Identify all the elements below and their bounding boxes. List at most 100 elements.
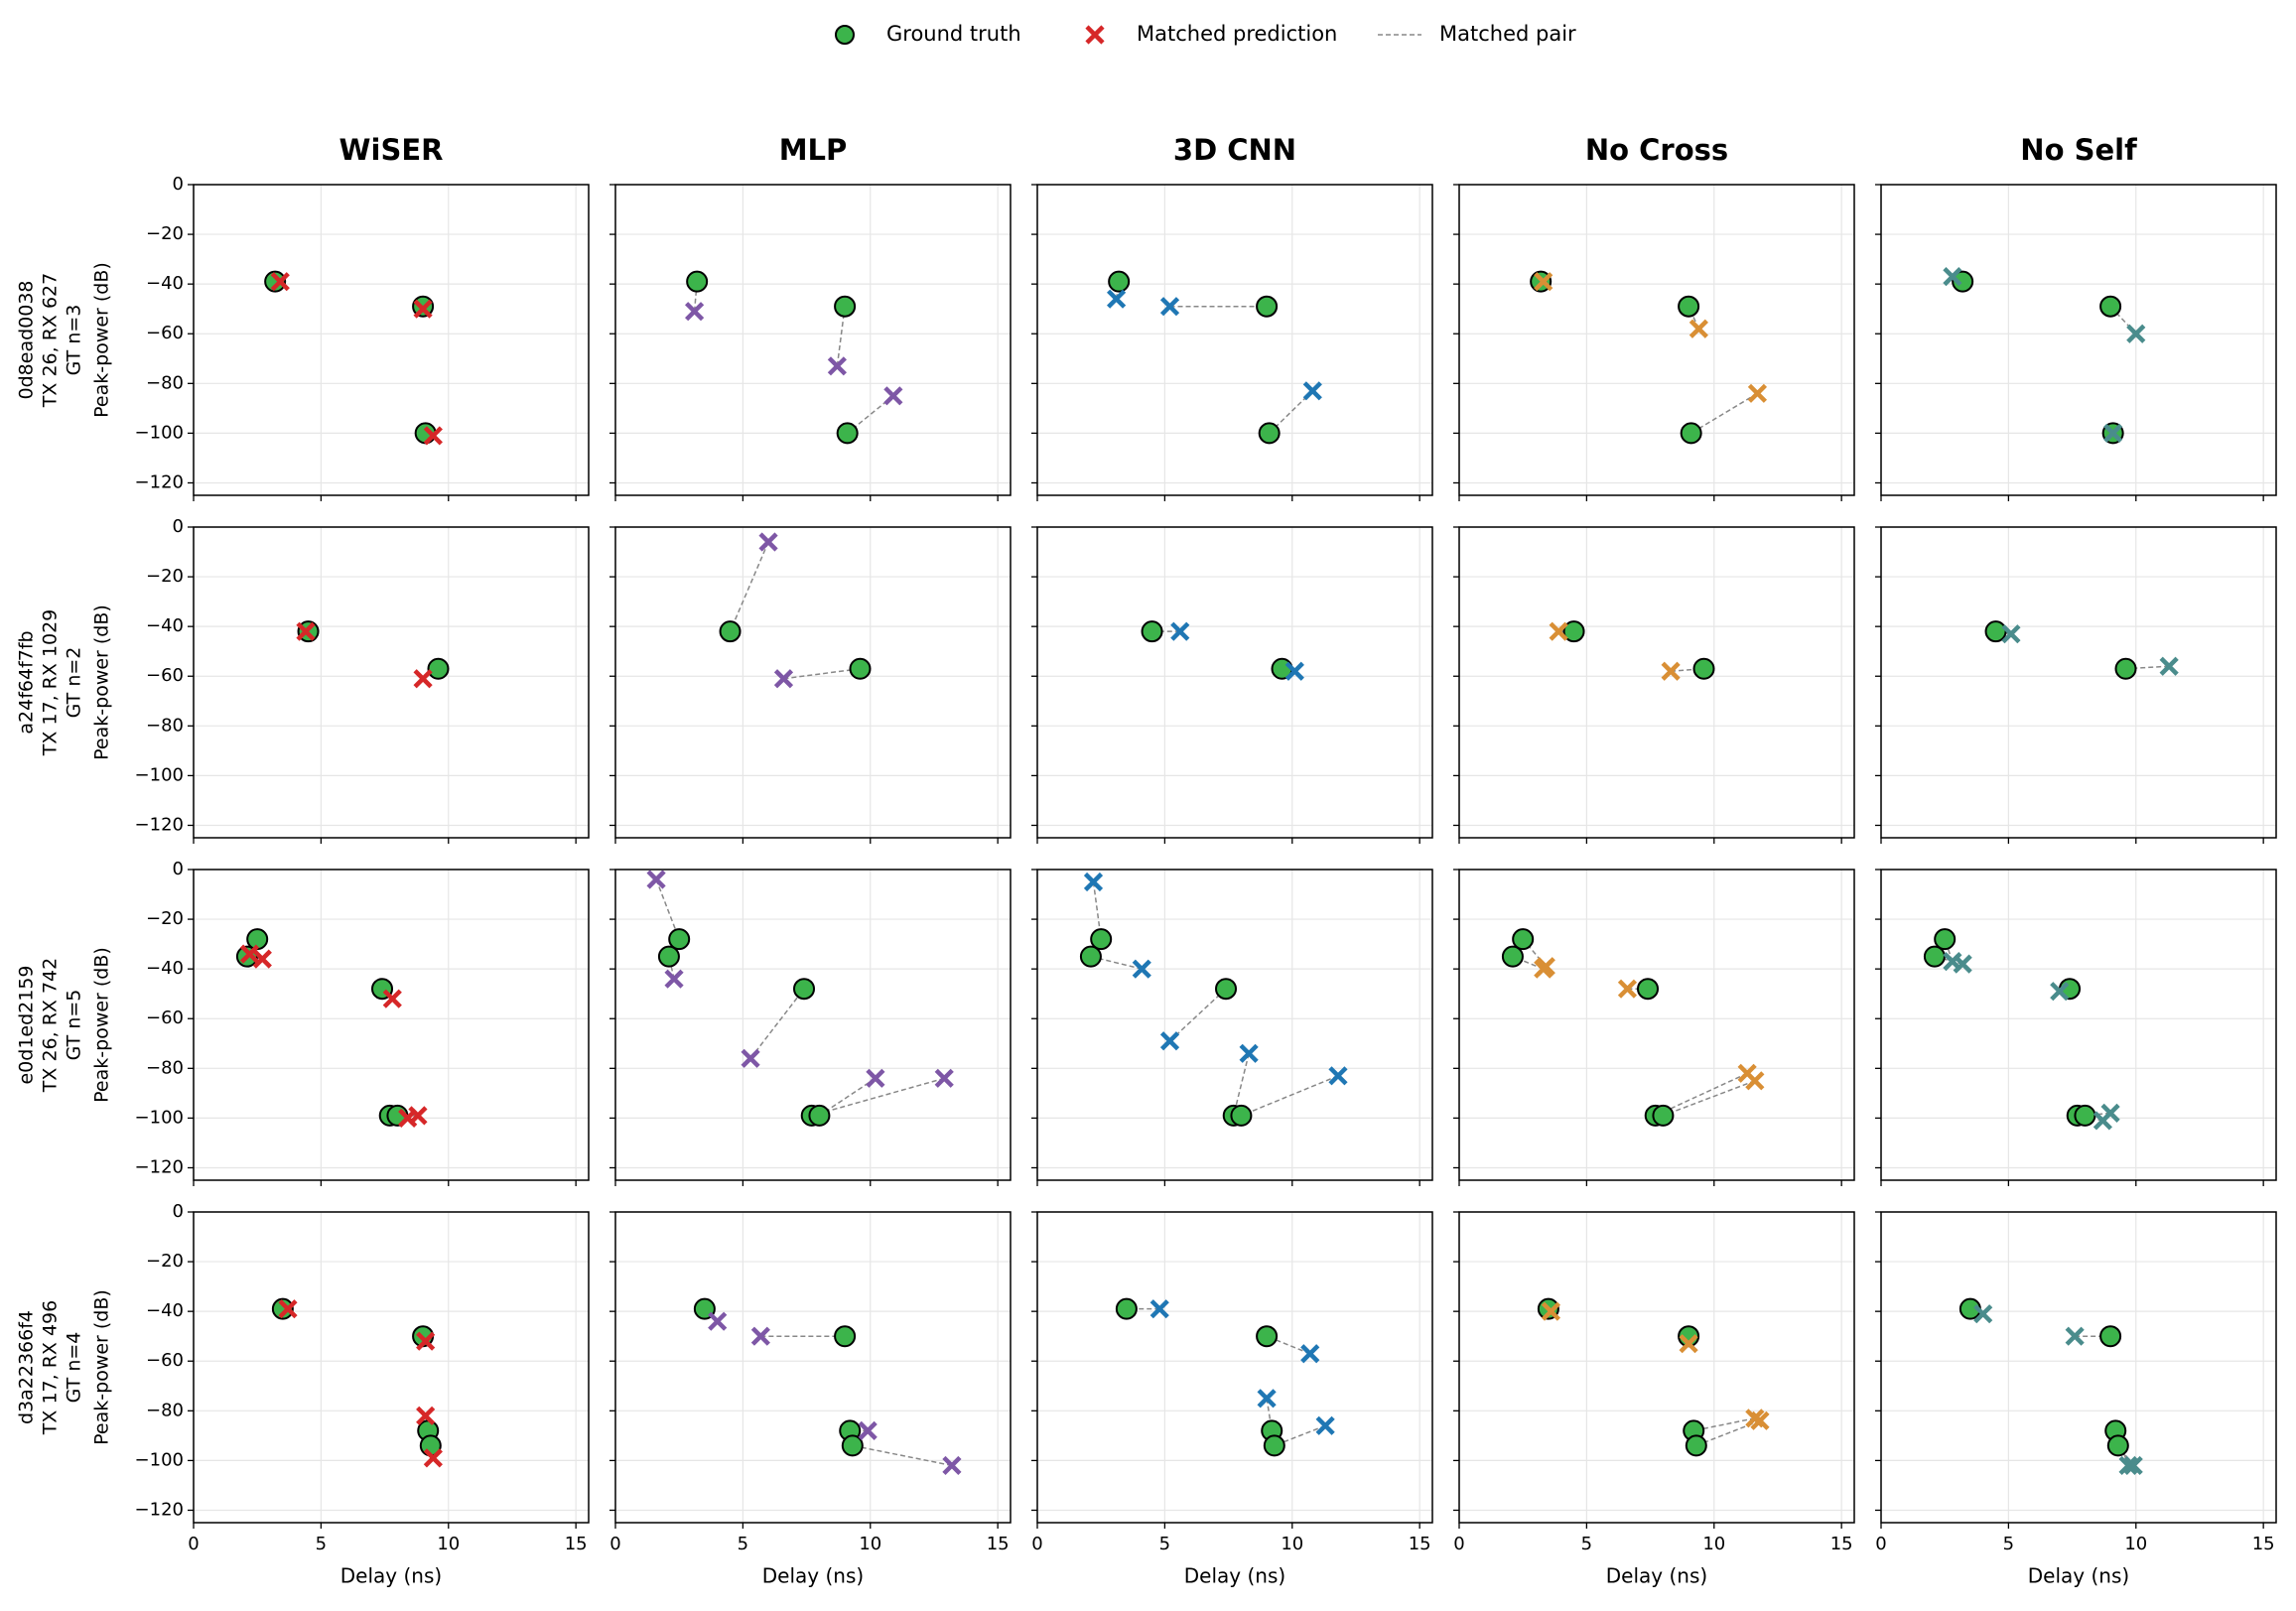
row-label: TX 26, RX 627 bbox=[40, 273, 62, 408]
column-title: 3D CNN bbox=[1173, 133, 1296, 167]
column-title: No Cross bbox=[1585, 133, 1728, 167]
x-tick-label: 5 bbox=[316, 1534, 327, 1554]
prediction-point bbox=[2123, 1455, 2143, 1476]
prediction-point bbox=[296, 621, 316, 641]
row-label: GT n=3 bbox=[64, 305, 85, 376]
prediction-point bbox=[2126, 324, 2146, 343]
ground-truth-point bbox=[793, 978, 816, 1001]
prediction-point bbox=[646, 870, 666, 889]
ground-truth-point bbox=[264, 270, 287, 293]
ground-truth-point bbox=[1230, 1104, 1253, 1127]
column-title: MLP bbox=[779, 133, 848, 167]
ground-truth-point bbox=[2106, 1434, 2129, 1457]
row-label: a24f64f7fb bbox=[16, 630, 38, 734]
y-axis-label: Peak-power (dB) bbox=[91, 604, 113, 760]
matched-pair bbox=[1522, 938, 1547, 968]
ground-truth-point bbox=[1079, 945, 1102, 968]
prediction-point bbox=[750, 1326, 770, 1346]
ground-truth-point bbox=[719, 620, 742, 643]
ground-truth-point bbox=[834, 1325, 857, 1348]
ground-truth-point bbox=[427, 657, 450, 680]
panel: 0 5 10 15 Delay (ns) bbox=[1031, 1211, 1433, 1588]
y-tick-label: −120 bbox=[135, 814, 184, 835]
prediction-point bbox=[278, 1299, 298, 1319]
prediction-point bbox=[1747, 383, 1768, 403]
panel-frame bbox=[1036, 184, 1433, 496]
ground-truth-point bbox=[1512, 928, 1535, 951]
y-tick-label: −20 bbox=[146, 566, 184, 587]
prediction-point bbox=[2103, 423, 2123, 443]
prediction-point bbox=[1132, 959, 1151, 979]
panel: −120 −100 −80 −60 −40 −20 0 bbox=[135, 174, 590, 501]
panel: 0 5 10 15 −120 −100 −80 −60 −40 −20 0 Delay (ns) bbox=[135, 1201, 590, 1588]
panel: 0 5 10 15 Delay (ns) bbox=[1453, 1211, 1855, 1588]
y-tick-label: −60 bbox=[146, 665, 184, 686]
prediction-point bbox=[741, 1048, 760, 1068]
x-tick-label: 0 bbox=[1453, 1534, 1464, 1554]
ground-truth-point bbox=[1637, 978, 1660, 1001]
x-tick-label: 5 bbox=[738, 1534, 748, 1554]
panel: −120 −100 −80 −60 −40 −20 0 bbox=[135, 859, 590, 1186]
ground-truth-point bbox=[1952, 270, 1974, 293]
x-axis-label: Delay (ns) bbox=[340, 1564, 442, 1588]
matched-pair bbox=[729, 541, 769, 632]
row-label: TX 17, RX 1029 bbox=[40, 609, 62, 757]
y-tick-label: −60 bbox=[146, 1350, 184, 1371]
matched-pair bbox=[1241, 1075, 1339, 1117]
x-tick-label: 10 bbox=[1281, 1534, 1303, 1554]
prediction-point bbox=[423, 426, 443, 446]
y-tick-label: −80 bbox=[146, 372, 184, 393]
prediction-point bbox=[2050, 982, 2070, 1002]
ground-truth-point bbox=[1501, 945, 1524, 968]
prediction-point bbox=[758, 532, 778, 552]
ground-truth-point bbox=[1115, 1297, 1138, 1320]
prediction-point bbox=[942, 1455, 962, 1476]
prediction-point bbox=[270, 272, 290, 292]
panel bbox=[1453, 184, 1855, 501]
panel-frame bbox=[614, 869, 1012, 1181]
prediction-point bbox=[1534, 959, 1553, 979]
prediction-point bbox=[1149, 1299, 1169, 1319]
y-tick-label: 0 bbox=[173, 174, 184, 195]
prediction-point bbox=[2065, 1326, 2085, 1346]
ground-truth-point bbox=[2099, 295, 2122, 318]
prediction-point bbox=[408, 1106, 428, 1126]
x-tick-label: 10 bbox=[1702, 1534, 1725, 1554]
matched-pair bbox=[2077, 1115, 2103, 1122]
row-label: 0d8ead0038 bbox=[16, 281, 38, 400]
prediction-point bbox=[858, 1420, 878, 1440]
column-title: No Self bbox=[2020, 133, 2137, 167]
panel-frame bbox=[1036, 869, 1433, 1181]
prediction-point bbox=[1159, 1031, 1180, 1051]
panel: −120 −100 −80 −60 −40 −20 0 bbox=[135, 516, 590, 844]
ground-truth-point bbox=[1984, 620, 2007, 643]
x-tick-label: 5 bbox=[1581, 1534, 1592, 1554]
panel-frame bbox=[1036, 1211, 1433, 1524]
x-tick-label: 10 bbox=[859, 1534, 881, 1554]
y-tick-label: −20 bbox=[146, 1251, 184, 1272]
panel bbox=[1031, 526, 1433, 844]
prediction-point bbox=[685, 302, 705, 322]
prediction-point bbox=[1257, 1389, 1277, 1409]
y-tick-label: −100 bbox=[135, 1449, 184, 1470]
ground-truth-point bbox=[841, 1434, 864, 1457]
ground-truth-point bbox=[2114, 657, 2137, 680]
y-tick-label: −120 bbox=[135, 471, 184, 492]
prediction-point bbox=[934, 1068, 954, 1088]
panel bbox=[1875, 184, 2277, 501]
y-axis-label: Peak-power (dB) bbox=[91, 947, 113, 1103]
prediction-point bbox=[1284, 661, 1304, 681]
ground-truth-point bbox=[2074, 1104, 2096, 1127]
x-tick-label: 10 bbox=[437, 1534, 460, 1554]
panel-frame bbox=[1458, 869, 1855, 1181]
x-tick-label: 15 bbox=[1830, 1534, 1853, 1554]
matched-pair bbox=[852, 1444, 953, 1467]
y-axis-label: Peak-power (dB) bbox=[91, 1289, 113, 1445]
ground-truth-point bbox=[1680, 422, 1702, 445]
matched-pair bbox=[1169, 988, 1227, 1042]
ground-truth-point bbox=[808, 1104, 831, 1127]
panel: 0 5 10 15 Delay (ns) bbox=[1875, 1211, 2277, 1588]
y-tick-label: −80 bbox=[146, 1057, 184, 1078]
panel-frame bbox=[193, 869, 590, 1181]
